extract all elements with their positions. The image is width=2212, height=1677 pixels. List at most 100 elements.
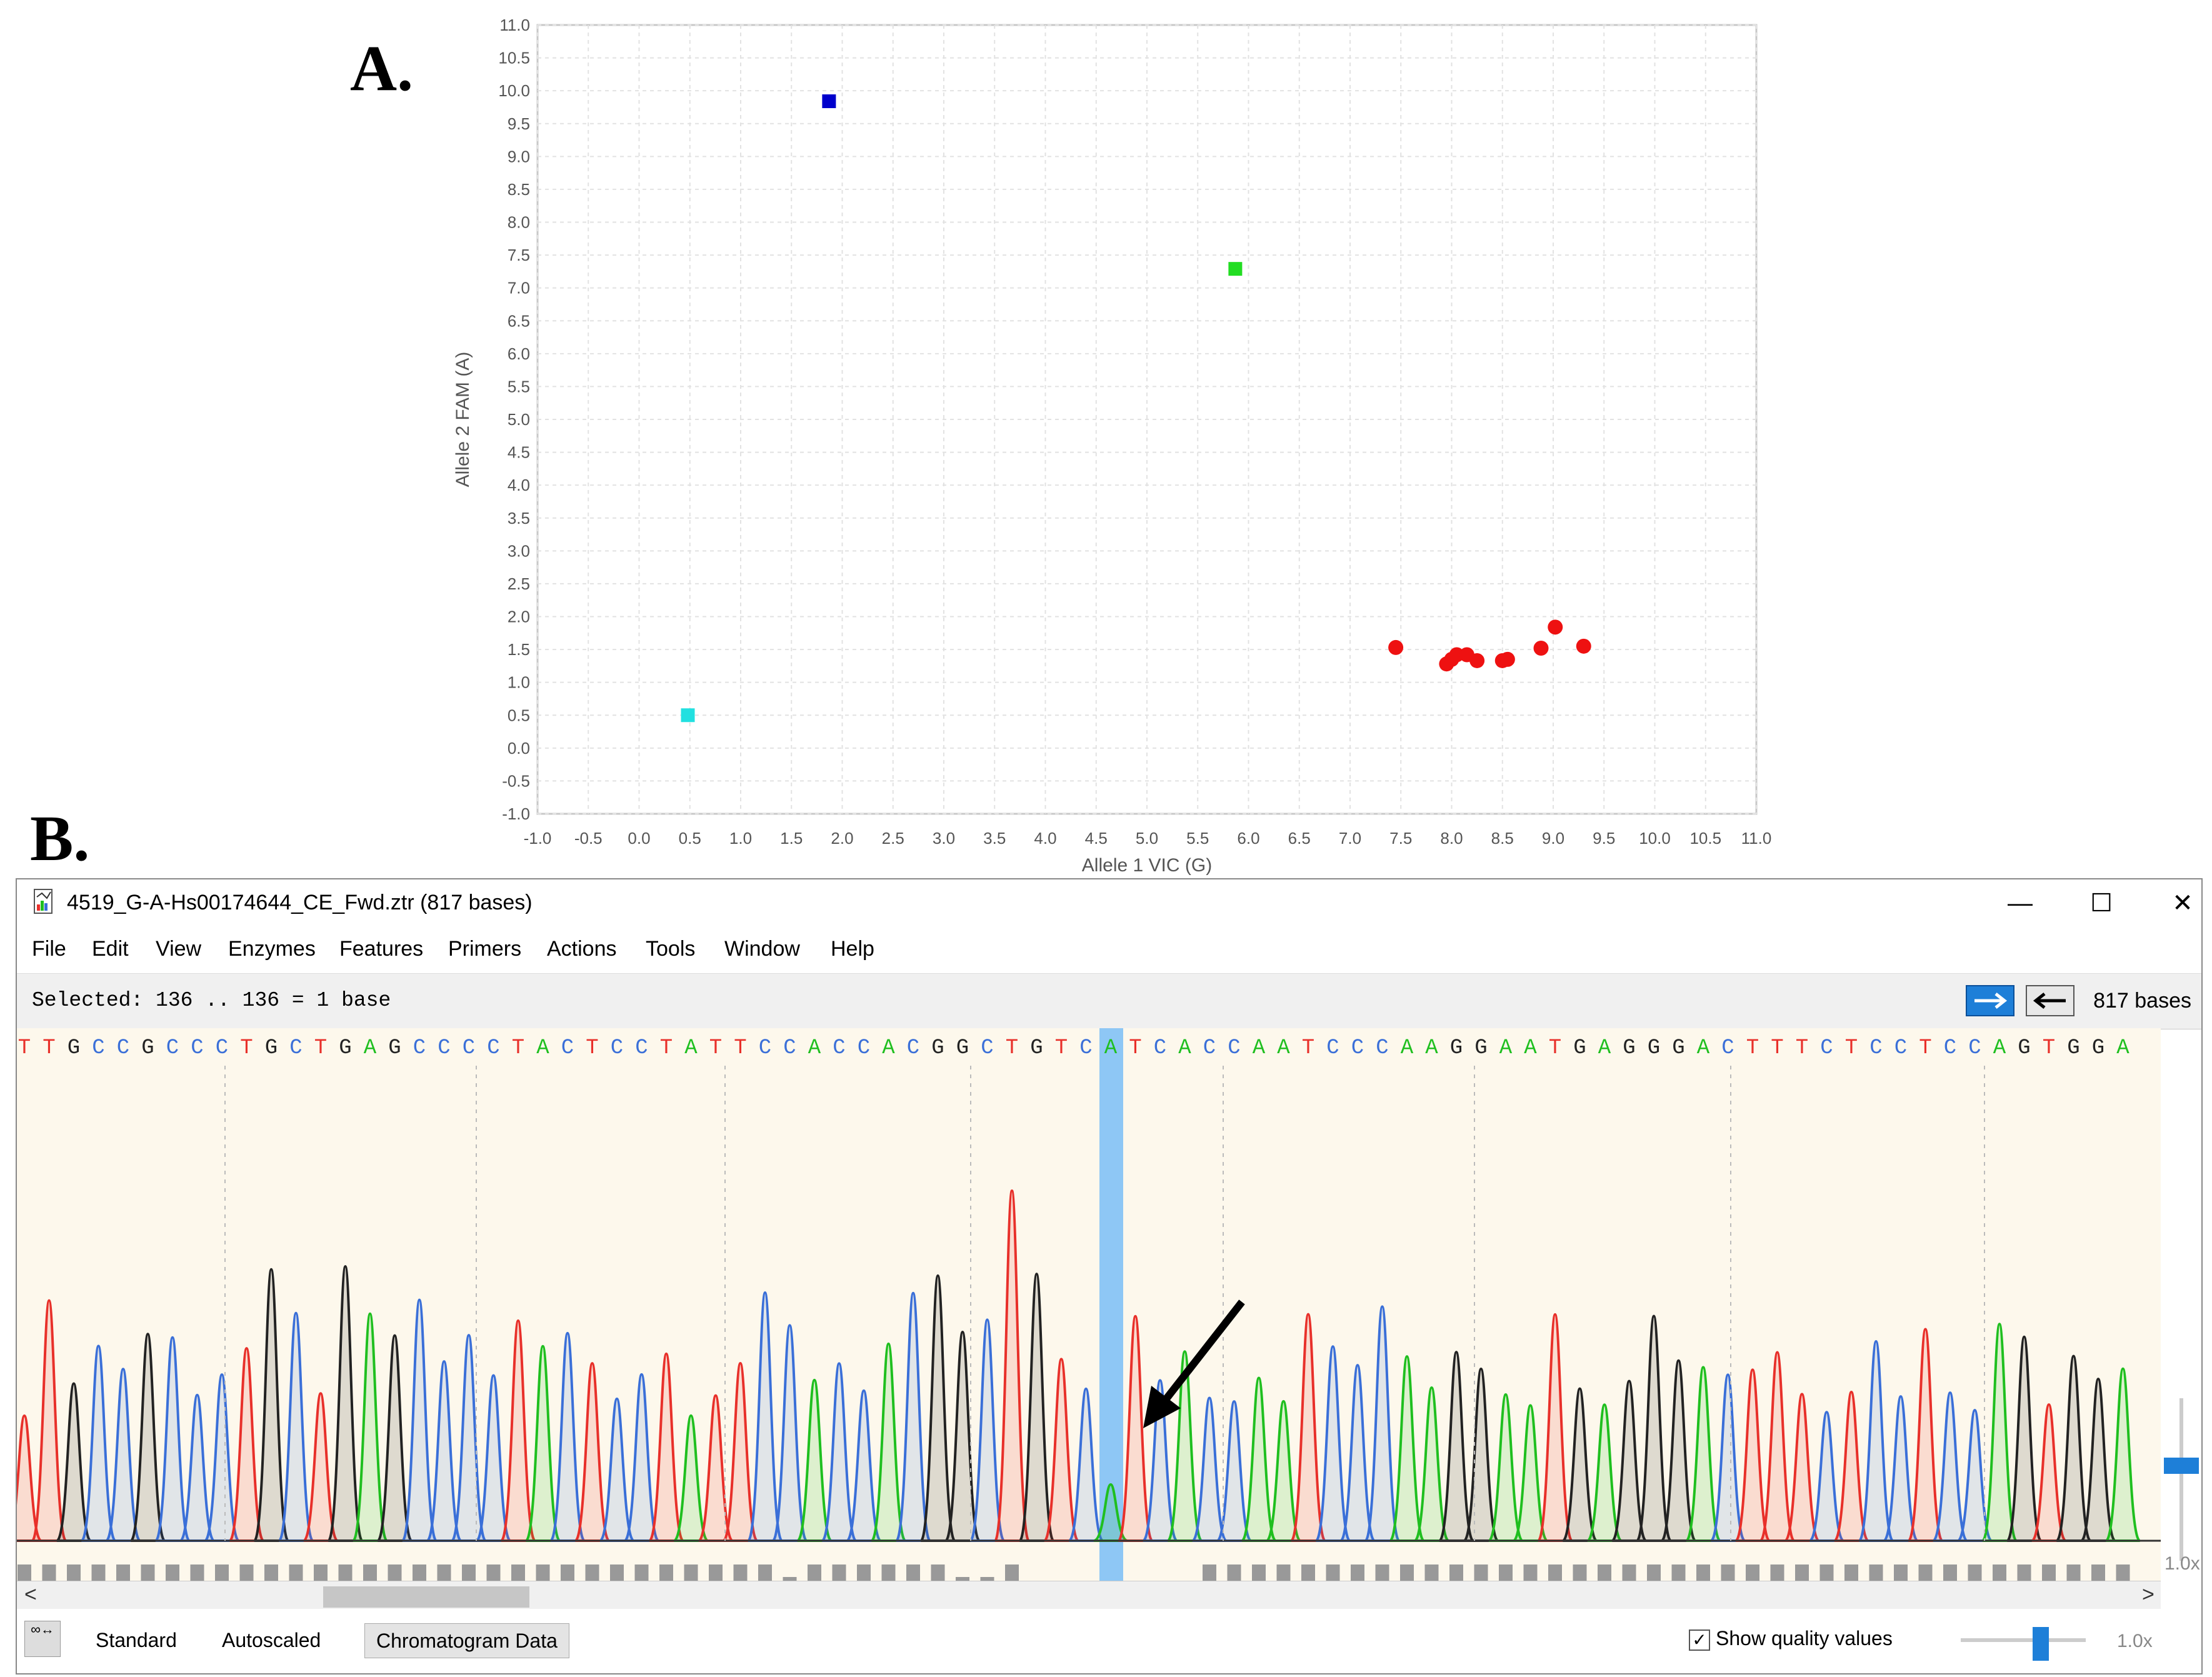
x-tick-label: 5.0 xyxy=(1136,829,1158,848)
quality-bar xyxy=(363,1564,377,1581)
trace-peak xyxy=(1660,1359,1697,1542)
trace-peak xyxy=(351,1312,389,1542)
trace-peak xyxy=(845,1389,883,1542)
base-call-letter: A xyxy=(364,1036,377,1060)
base-call-letter: C xyxy=(833,1036,845,1060)
x-tick-label: 6.0 xyxy=(1237,829,1259,848)
base-call-letter: A xyxy=(536,1036,549,1060)
y-tick-label: 0.5 xyxy=(508,706,530,724)
quality-bar xyxy=(388,1564,402,1581)
horizontal-zoom-slider[interactable] xyxy=(1961,1638,2086,1642)
x-tick-label: 5.5 xyxy=(1186,829,1209,848)
base-call-letter: G xyxy=(1672,1036,1684,1060)
trace-peak xyxy=(1018,1273,1055,1542)
trace-peak xyxy=(31,1299,68,1542)
base-call-letter: T xyxy=(1919,1036,1931,1060)
base-call-letter: A xyxy=(2116,1036,2129,1060)
vertical-zoom-thumb[interactable] xyxy=(2164,1458,2199,1474)
trace-peak xyxy=(648,1352,685,1542)
quality-bar xyxy=(2116,1564,2130,1581)
menu-help[interactable]: Help xyxy=(831,937,874,961)
base-call-letter: A xyxy=(1598,1036,1611,1060)
trace-peak xyxy=(203,1373,241,1542)
minimize-button[interactable]: — xyxy=(2008,889,2033,917)
trace-peak xyxy=(1561,1387,1598,1542)
quality-bar xyxy=(808,1564,821,1581)
tab-autoscaled[interactable]: Autoscaled xyxy=(222,1629,321,1651)
quality-bar xyxy=(1523,1564,1538,1581)
base-call-letter: C xyxy=(1721,1036,1734,1060)
base-call-letter: C xyxy=(1968,1036,1981,1060)
y-tick-label: 9.0 xyxy=(508,147,530,166)
base-call-letter: T xyxy=(314,1036,327,1060)
base-call-letter: T xyxy=(734,1036,746,1060)
y-tick-label: 0.0 xyxy=(508,739,530,758)
tab-standard[interactable]: Standard xyxy=(96,1629,177,1651)
trace-peak xyxy=(1289,1313,1327,1542)
menu-primers[interactable]: Primers xyxy=(448,937,522,961)
trace-peak xyxy=(1635,1314,1673,1542)
menu-view[interactable]: View xyxy=(156,937,202,961)
trace-peak xyxy=(796,1378,833,1542)
y-tick-label: -1.0 xyxy=(502,804,530,823)
selection-readout: Selected: 136 .. 136 = 1 base xyxy=(32,989,391,1012)
vertical-zoom-slider[interactable] xyxy=(2179,1398,2183,1561)
maximize-button[interactable]: ☐ xyxy=(2090,889,2113,917)
quality-bar xyxy=(733,1564,748,1581)
trace-peak xyxy=(1388,1355,1426,1542)
menu-tools[interactable]: Tools xyxy=(646,937,696,961)
tab-chromatogram-data[interactable]: Chromatogram Data xyxy=(364,1623,569,1658)
title-bar: 4519_G-A-Hs00174644_CE_Fwd.ztr (817 base… xyxy=(17,879,2201,928)
x-tick-label: 8.5 xyxy=(1491,829,1514,848)
close-button[interactable]: ✕ xyxy=(2172,889,2193,917)
menu-features[interactable]: Features xyxy=(339,937,424,961)
quality-bar xyxy=(1227,1564,1241,1581)
trace-peak xyxy=(821,1362,858,1542)
y-axis-label: Allele 2 FAM (A) xyxy=(453,352,473,488)
base-call-letter: G xyxy=(1623,1036,1635,1060)
panel-a-label: A. xyxy=(350,33,414,104)
x-tick-label: -1.0 xyxy=(524,829,552,848)
base-call-letter: A xyxy=(1178,1036,1191,1060)
trace-peak xyxy=(327,1264,364,1542)
show-quality-checkbox[interactable]: ✓ xyxy=(1689,1629,1710,1651)
base-call-letter: A xyxy=(1993,1036,2006,1060)
x-tick-label: 0.5 xyxy=(679,829,701,848)
quality-bar xyxy=(561,1564,574,1581)
menu-file[interactable]: File xyxy=(32,937,66,961)
menu-actions[interactable]: Actions xyxy=(547,937,617,961)
horizontal-scrollbar[interactable]: < > xyxy=(17,1581,2161,1609)
trace-peak xyxy=(17,1414,43,1542)
x-tick-label: 1.5 xyxy=(780,829,803,848)
quality-bar xyxy=(659,1564,673,1581)
arrow-right-icon xyxy=(1974,993,2008,1009)
quality-bar xyxy=(1770,1564,1784,1581)
trace-peak xyxy=(993,1189,1031,1542)
scroll-right-arrow[interactable]: > xyxy=(2142,1583,2154,1606)
quality-bar xyxy=(783,1577,797,1581)
menu-window[interactable]: Window xyxy=(724,937,800,961)
quality-bar xyxy=(1844,1564,1858,1581)
quality-bar xyxy=(462,1564,476,1581)
scroll-thumb[interactable] xyxy=(323,1586,529,1608)
base-call-letter: T xyxy=(1549,1036,1561,1060)
horizontal-zoom-thumb[interactable] xyxy=(2033,1627,2049,1661)
base-call-letter: C xyxy=(1869,1036,1882,1060)
scroll-left-arrow[interactable]: < xyxy=(24,1583,37,1606)
base-call-letter: T xyxy=(660,1036,673,1060)
base-call-letter: A xyxy=(1697,1036,1710,1060)
base-call-letter: C xyxy=(907,1036,919,1060)
menu-edit[interactable]: Edit xyxy=(92,937,129,961)
base-call-letter: T xyxy=(240,1036,253,1060)
reverse-strand-button[interactable] xyxy=(2026,985,2074,1016)
base-call-letter: C xyxy=(1944,1036,1956,1060)
link-scroll-icon[interactable]: ∞↔ xyxy=(24,1621,61,1657)
trace-peak xyxy=(574,1362,611,1542)
forward-strand-button[interactable] xyxy=(1966,985,2014,1016)
y-tick-label: 4.0 xyxy=(508,476,530,494)
menu-enzymes[interactable]: Enzymes xyxy=(228,937,316,961)
trace-peak xyxy=(1833,1390,1870,1542)
x-tick-label: 7.0 xyxy=(1339,829,1361,848)
base-call-letter: T xyxy=(1771,1036,1783,1060)
